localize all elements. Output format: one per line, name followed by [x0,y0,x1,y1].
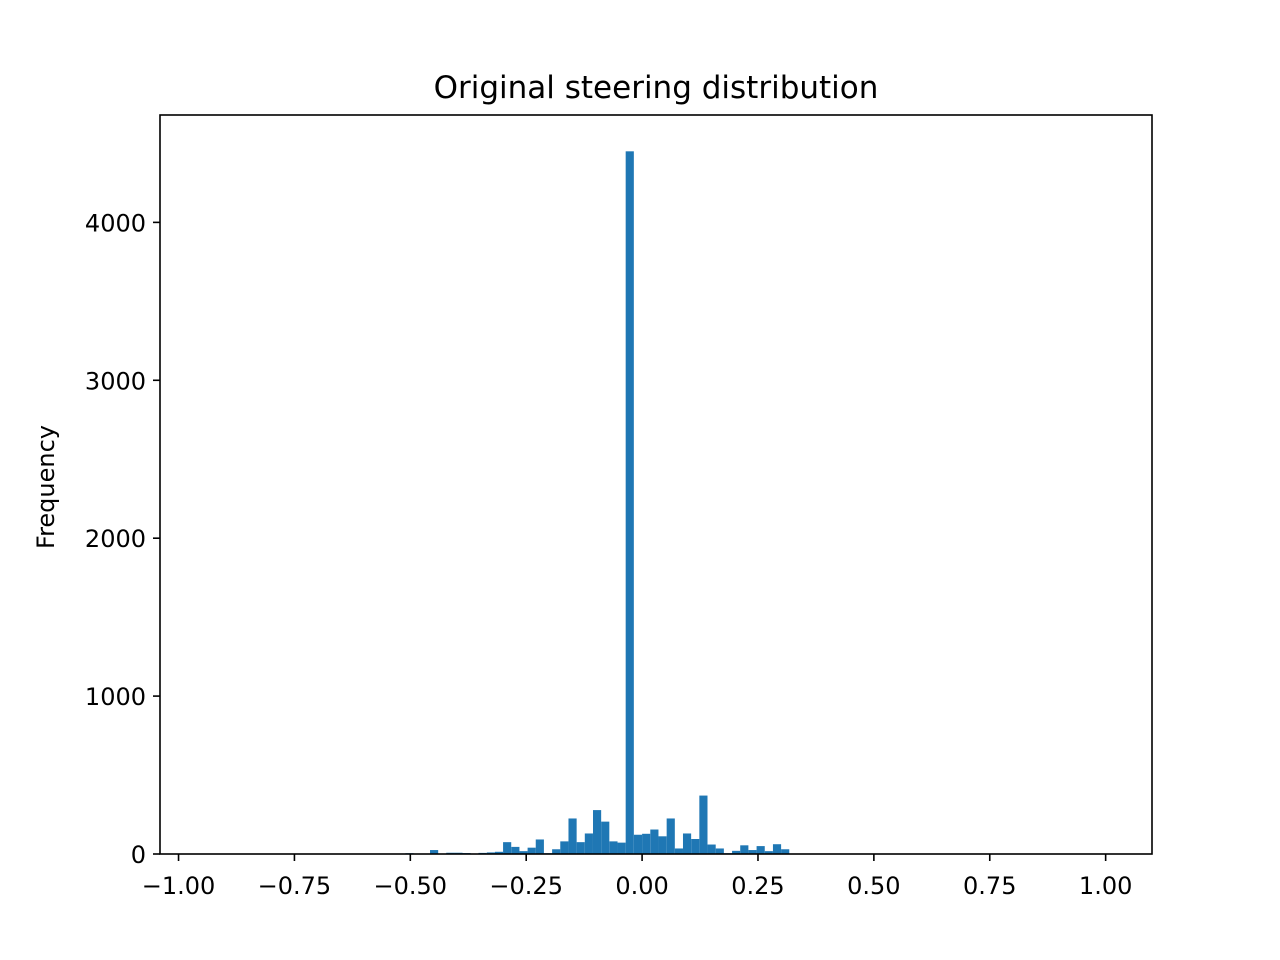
histogram-bar-18 [576,842,585,854]
histogram-bar-37 [732,850,741,854]
histogram-bar-2 [430,850,439,854]
x-tick-label: −0.50 [374,872,448,900]
y-axis-ticks: 0 1000 2000 3000 4000 [85,209,160,869]
y-axis-label: Frequency [32,425,60,549]
histogram-bar-41 [764,851,773,854]
x-tick-label: 0.50 [847,872,900,900]
histogram-bar-22 [609,841,618,854]
histogram-bar-26 [642,833,651,854]
x-axis-ticks: −1.00 −0.75 −0.50 −0.25 0.00 0.25 0.50 0.75 1.00 [142,854,1132,900]
histogram-bar-33 [699,795,708,854]
histogram-bar-32 [691,839,700,854]
histogram-bar-15 [552,849,561,854]
histogram-bar-21 [601,821,610,854]
histogram-bar-10 [511,846,520,854]
x-tick-label: −0.25 [489,872,563,900]
x-tick-label: 1.00 [1079,872,1132,900]
histogram-bar-35 [715,848,724,854]
histogram-bar-27 [650,829,659,854]
y-tick-label: 1000 [85,683,146,711]
histogram-bar-11 [519,851,528,854]
histogram-bar-31 [682,833,692,854]
x-tick-label: −1.00 [142,872,216,900]
x-tick-label: 0.00 [615,872,668,900]
histogram-bar-34 [707,844,716,854]
histogram-bar-24 [625,151,634,854]
y-tick-label: 3000 [85,367,146,395]
histogram-bar-42 [772,844,782,854]
histogram-bar-38 [740,845,749,854]
histogram-bar-29 [666,818,675,854]
y-tick-label: 2000 [85,525,146,553]
bars-group [405,151,790,854]
histogram-bar-8 [494,851,504,854]
histogram-bar-28 [658,836,667,854]
histogram-bar-40 [756,846,765,854]
histogram-bar-9 [503,842,512,854]
histogram-bar-43 [781,849,790,854]
y-tick-label: 0 [131,841,146,869]
x-tick-label: 0.75 [963,872,1016,900]
histogram-bar-12 [527,847,536,854]
histogram-bar-19 [584,833,593,854]
histogram-bar-13 [535,839,544,854]
histogram-bar-17 [568,818,577,854]
plot-frame [159,114,1153,855]
x-tick-label: 0.25 [731,872,784,900]
x-tick-label: −0.75 [258,872,332,900]
histogram-bar-23 [617,842,626,854]
histogram-bar-39 [748,850,757,854]
y-tick-label: 4000 [85,209,146,237]
histogram-bar-30 [674,848,683,854]
histogram-bar-16 [560,841,569,854]
chart-title: Original steering distribution [434,70,879,106]
histogram-bar-20 [593,810,602,854]
histogram-bar-25 [633,834,643,854]
